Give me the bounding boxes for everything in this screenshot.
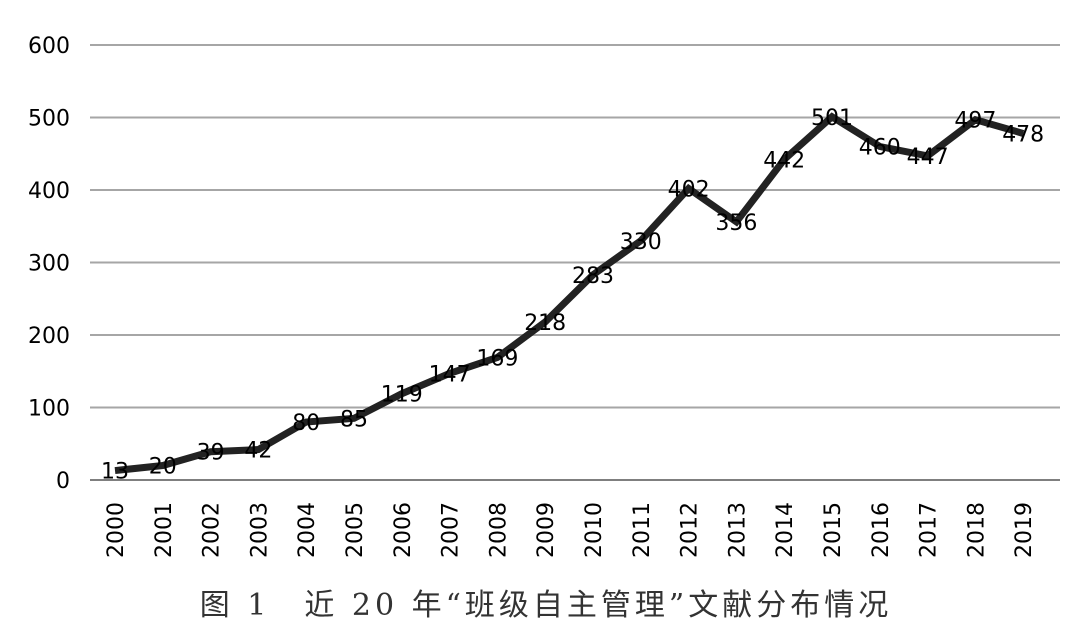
x-tick-label: 2010 bbox=[582, 502, 607, 558]
data-label: 356 bbox=[715, 211, 757, 236]
data-label: 218 bbox=[524, 311, 566, 336]
data-label: 460 bbox=[859, 136, 901, 161]
data-label: 147 bbox=[429, 362, 471, 387]
y-tick-label: 300 bbox=[28, 252, 70, 277]
data-label: 497 bbox=[954, 109, 996, 134]
y-tick-label: 500 bbox=[28, 107, 70, 132]
data-label: 169 bbox=[476, 346, 518, 371]
x-tick-label: 2011 bbox=[630, 502, 655, 558]
y-tick-label: 600 bbox=[28, 34, 70, 59]
data-label: 20 bbox=[149, 455, 177, 480]
x-tick-label: 2000 bbox=[104, 502, 129, 558]
x-tick-label: 2001 bbox=[152, 502, 177, 558]
data-label: 478 bbox=[1002, 122, 1044, 147]
y-tick-label: 100 bbox=[28, 397, 70, 422]
data-label: 402 bbox=[668, 178, 710, 203]
gridlines bbox=[90, 44, 1060, 481]
figure-caption: 图 1 近 20 年“班级自主管理”文献分布情况 bbox=[199, 588, 893, 623]
series-group bbox=[114, 112, 1025, 475]
x-tick-label: 2015 bbox=[821, 502, 846, 558]
data-label: 447 bbox=[907, 145, 949, 170]
x-tick-label: 2013 bbox=[725, 502, 750, 558]
x-tick-label: 2007 bbox=[439, 502, 464, 558]
data-label: 80 bbox=[292, 411, 320, 436]
y-tick-label: 200 bbox=[28, 324, 70, 349]
series-line bbox=[114, 112, 1025, 475]
data-label: 39 bbox=[197, 441, 225, 466]
x-tick-label: 2018 bbox=[964, 502, 989, 558]
y-tick-label: 0 bbox=[56, 469, 70, 494]
x-tick-label: 2014 bbox=[773, 502, 798, 558]
line-chart: 0 100 200 300 400 500 600 2000 2001 2002 2003 2004… bbox=[28, 34, 1060, 558]
x-tick-label: 2019 bbox=[1012, 502, 1037, 558]
x-tick-label: 2009 bbox=[534, 502, 559, 558]
x-tick-label: 2002 bbox=[200, 502, 225, 558]
x-axis-ticks: 2000 2001 2002 2003 2004 2005 2006 2007 2008 2009… bbox=[104, 502, 1037, 558]
x-tick-label: 2017 bbox=[917, 502, 942, 558]
x-tick-label: 2016 bbox=[869, 502, 894, 558]
data-label: 330 bbox=[620, 230, 662, 255]
data-label: 85 bbox=[340, 407, 368, 432]
data-label: 119 bbox=[381, 383, 423, 408]
data-label: 283 bbox=[572, 264, 614, 289]
y-axis-ticks: 0 100 200 300 400 500 600 bbox=[28, 34, 70, 494]
data-label: 13 bbox=[101, 460, 129, 485]
x-tick-label: 2012 bbox=[678, 502, 703, 558]
data-label: 501 bbox=[811, 106, 853, 131]
x-tick-label: 2005 bbox=[343, 502, 368, 558]
x-tick-label: 2006 bbox=[391, 502, 416, 558]
x-tick-label: 2003 bbox=[247, 502, 272, 558]
x-tick-label: 2004 bbox=[295, 502, 320, 558]
x-tick-label: 2008 bbox=[486, 502, 511, 558]
data-label: 42 bbox=[244, 439, 272, 464]
y-tick-label: 400 bbox=[28, 179, 70, 204]
data-label: 442 bbox=[763, 149, 805, 174]
